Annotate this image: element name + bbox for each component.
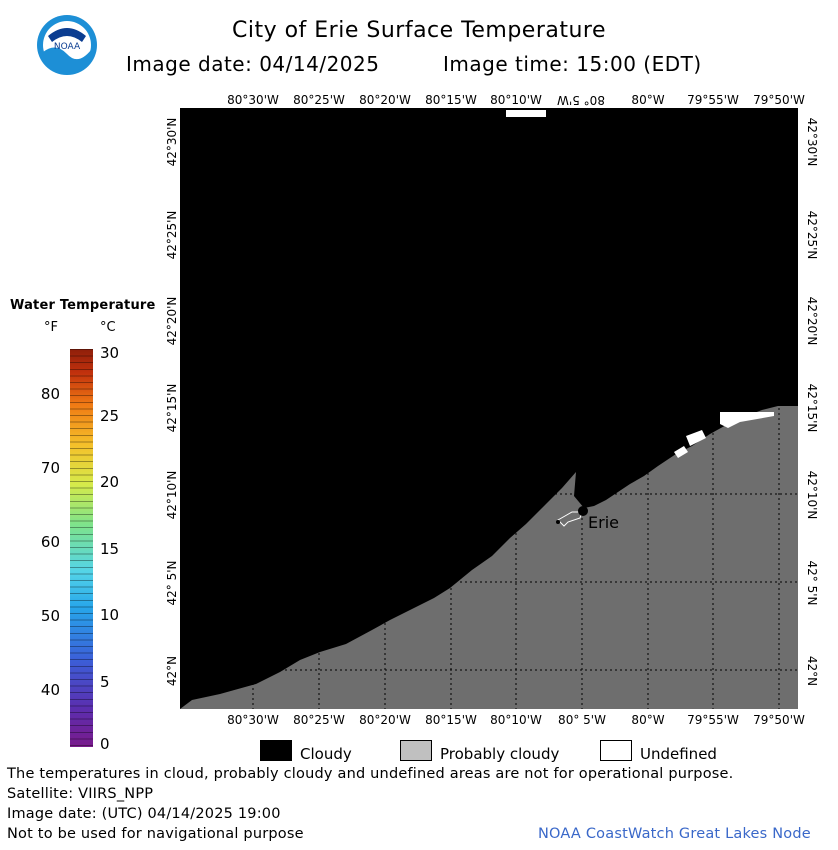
lat-label-right: 42°15'N [805,383,819,433]
c-tick: 10 [100,606,120,624]
lon-label-bottom: 80°30'W [227,713,279,727]
image-date: Image date: 04/14/2025 [126,52,380,76]
f-tick: 40 [40,681,60,699]
lat-label-right: 42°20'N [805,296,819,346]
f-tick: 50 [40,607,60,625]
f-tick: 60 [40,533,60,551]
lon-label-top: 80°15'W [425,93,477,107]
key-swatch-cloudy [260,740,292,761]
footer-utc-date: Image date: (UTC) 04/14/2025 19:00 [7,806,281,822]
footer-credit[interactable]: NOAA CoastWatch Great Lakes Node [538,826,811,842]
f-tick: 80 [40,385,60,403]
lon-label-top: 80°20'W [359,93,411,107]
lon-label-top: 80°25'W [293,93,345,107]
lat-label-right: 42°30'N [805,117,819,167]
key-swatch-undefined [600,740,632,761]
lon-label-bottom: 80°15'W [425,713,477,727]
footer-nav-warning: Not to be used for navigational purpose [7,826,304,842]
svg-text:NOAA: NOAA [54,42,81,52]
lon-label-top: 79°55'W [687,93,739,107]
lat-label-right: 42°25'N [805,210,819,260]
temperature-colorbar [70,349,93,747]
c-tick: 5 [100,673,110,691]
lat-label-left: 42°15'N [165,383,179,433]
c-tick: 30 [100,344,120,362]
lat-label-left: 42°30'N [165,117,179,167]
legend-title: Water Temperature [10,298,156,313]
chart-title: City of Erie Surface Temperature [231,18,607,43]
lon-label-top: 79°50'W [753,93,805,107]
undefined-area [506,110,774,458]
unit-fahrenheit: °F [44,320,58,335]
image-time: Image time: 15:00 (EDT) [443,52,702,76]
lon-label-bottom: 80°25'W [293,713,345,727]
city-label-erie: Erie [588,513,619,532]
c-tick: 25 [100,407,120,425]
lon-label-bottom: 80°W [631,713,665,727]
noaa-logo: NOAA [37,15,97,75]
lon-label-top: 80° 5'W [557,93,605,107]
land-area [180,406,798,709]
key-label-cloudy: Cloudy [300,745,352,763]
lon-label-top: 80°10'W [490,93,542,107]
lon-label-bottom: 80°20'W [359,713,411,727]
graticule [180,108,798,709]
lat-label-right: 42°N [805,655,819,687]
lat-label-left: 42°10'N [165,470,179,520]
c-tick: 20 [100,473,120,491]
lon-label-bottom: 80° 5'W [558,713,606,727]
lon-label-top: 80°W [631,93,665,107]
erie-city-marker [578,506,588,516]
lat-label-left: 42°20'N [165,296,179,346]
unit-celsius: °C [100,320,116,335]
lon-label-bottom: 79°50'W [753,713,805,727]
f-tick: 70 [40,459,60,477]
lon-label-bottom: 80°10'W [490,713,542,727]
key-label-undefined: Undefined [640,745,717,763]
lon-label-bottom: 79°55'W [687,713,739,727]
lat-label-right: 42°10'N [805,470,819,520]
lat-label-left: 42° 5'N [165,560,179,606]
lon-label-top: 80°30'W [227,93,279,107]
lat-label-left: 42°N [165,655,179,687]
c-tick: 15 [100,540,120,558]
lat-label-right: 42° 5'N [805,560,819,606]
footer-satellite: Satellite: VIIRS_NPP [7,786,154,802]
map-panel[interactable] [180,108,798,709]
colorbar-ticks [70,349,93,747]
key-label-probably-cloudy: Probably cloudy [440,745,560,763]
key-swatch-probably-cloudy [400,740,432,761]
lat-label-left: 42°25'N [165,210,179,260]
c-tick: 0 [100,735,110,753]
presque-isle [557,511,583,527]
footer-note: The temperatures in cloud, probably clou… [7,766,734,782]
